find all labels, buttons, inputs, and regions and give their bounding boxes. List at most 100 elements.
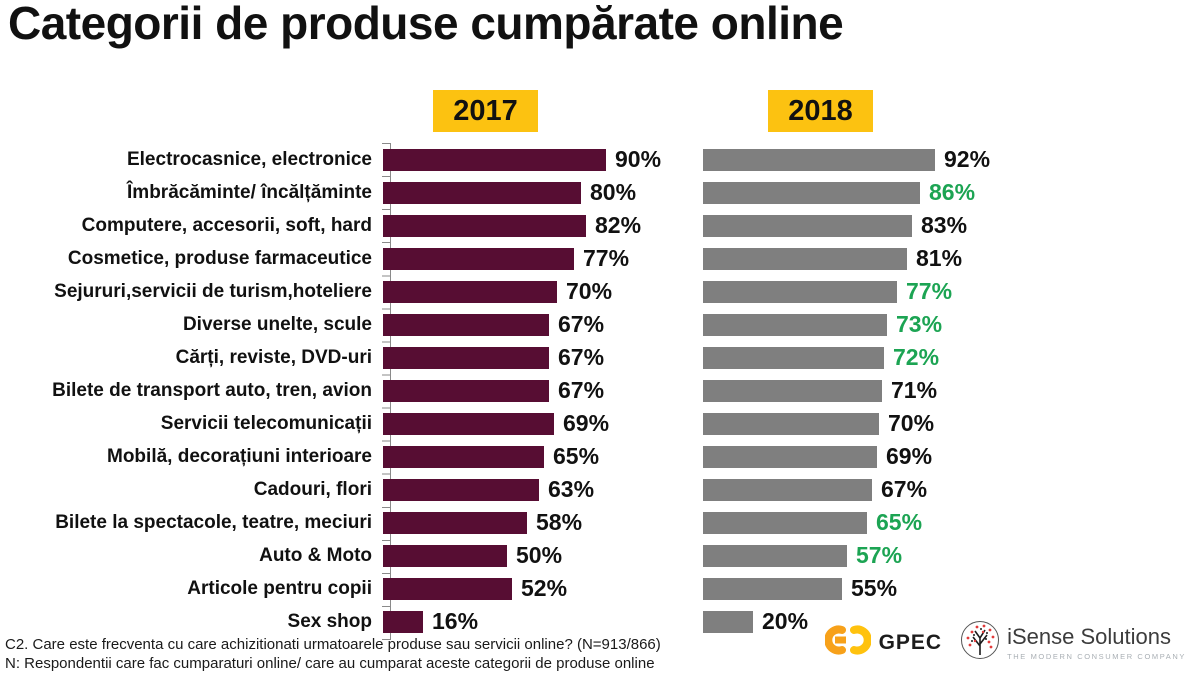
category-label: Computere, accesorii, soft, hard xyxy=(81,214,372,236)
series-2018-cell: 69% xyxy=(703,443,1200,470)
bar-2018 xyxy=(703,610,753,633)
value-2017: 16% xyxy=(432,608,479,634)
value-2018: 65% xyxy=(876,509,923,535)
category-label: Bilete de transport auto, tren, avion xyxy=(52,379,372,401)
category-label: Cosmetice, produse farmaceutice xyxy=(67,247,372,269)
bar-2017 xyxy=(383,346,549,369)
series-2018-cell: 83% xyxy=(703,212,1200,239)
value-2018: 55% xyxy=(851,575,898,601)
bar-2017 xyxy=(383,544,507,567)
bar-2018 xyxy=(703,214,912,237)
category-label: Cărți, reviste, DVD-uri xyxy=(175,346,372,368)
series-2017-cell: 90% xyxy=(383,146,703,173)
bar-2018 xyxy=(703,247,907,270)
bar-2017 xyxy=(383,577,512,600)
bar-2018 xyxy=(703,511,867,534)
series-2018-cell: 86% xyxy=(703,179,1200,206)
bar-2017 xyxy=(383,280,557,303)
series-2018-cell: 65% xyxy=(703,509,1200,536)
bar-2018 xyxy=(703,181,920,204)
value-2018: 86% xyxy=(929,179,976,205)
series-2017-cell: 58% xyxy=(383,509,703,536)
value-2017: 63% xyxy=(548,476,595,502)
isense-label: iSense Solutions xyxy=(1007,624,1171,649)
series-2017-cell: 67% xyxy=(383,377,703,404)
chart-row: Cadouri, flori 63% 67% xyxy=(0,473,1200,506)
category-label: Bilete la spectacole, teatre, meciuri xyxy=(55,511,372,533)
year-badge-2018: 2018 xyxy=(768,90,873,132)
chart-rows: Electrocasnice, electronice 90% 92% Îmbr… xyxy=(0,143,1200,638)
chart-row: Mobilă, decorațiuni interioare 65% 69% xyxy=(0,440,1200,473)
bar-2017 xyxy=(383,148,606,171)
value-2017: 90% xyxy=(615,146,662,172)
gpec-icon xyxy=(823,623,872,662)
bar-2017 xyxy=(383,445,544,468)
category-label: Sejururi,servicii de turism,hoteliere xyxy=(54,280,372,302)
value-2018: 71% xyxy=(891,377,938,403)
bar-2017 xyxy=(383,478,539,501)
category-label: Auto & Moto xyxy=(259,544,372,566)
series-2018-cell: 71% xyxy=(703,377,1200,404)
category-label: Îmbrăcăminte/ încălțăminte xyxy=(127,181,372,203)
value-2018: 83% xyxy=(921,212,968,238)
value-2017: 77% xyxy=(583,245,630,271)
series-2017-cell: 67% xyxy=(383,311,703,338)
page-title: Categorii de produse cumpărate online xyxy=(8,0,844,49)
value-2018: 20% xyxy=(762,608,809,634)
value-2018: 69% xyxy=(886,443,933,469)
bar-2018 xyxy=(703,412,879,435)
chart-row: Cosmetice, produse farmaceutice 77% 81% xyxy=(0,242,1200,275)
value-2017: 67% xyxy=(558,311,605,337)
category-label: Cadouri, flori xyxy=(253,478,372,500)
value-2018: 77% xyxy=(906,278,953,304)
series-2018-cell: 20% xyxy=(703,608,1200,635)
chart-row: Diverse unelte, scule 67% 73% xyxy=(0,308,1200,341)
chart-row: Sejururi,servicii de turism,hoteliere 70… xyxy=(0,275,1200,308)
gpec-label: GPEC xyxy=(878,630,943,654)
series-2018-cell: 77% xyxy=(703,278,1200,305)
value-2017: 65% xyxy=(553,443,600,469)
value-2017: 80% xyxy=(590,179,637,205)
footnote-line-1: C2. Care este frecventa cu care achiziti… xyxy=(5,636,661,653)
series-2018-cell: 57% xyxy=(703,542,1200,569)
value-2017: 82% xyxy=(595,212,642,238)
series-2017-cell: 69% xyxy=(383,410,703,437)
value-2017: 67% xyxy=(558,377,605,403)
series-2018-cell: 72% xyxy=(703,344,1200,371)
series-2017-cell: 67% xyxy=(383,344,703,371)
series-2017-cell: 52% xyxy=(383,575,703,602)
value-2017: 58% xyxy=(536,509,583,535)
year-badge-2017: 2017 xyxy=(433,90,538,132)
bar-2018 xyxy=(703,148,935,171)
bar-2017 xyxy=(383,247,574,270)
series-2018-cell: 92% xyxy=(703,146,1200,173)
category-label: Mobilă, decorațiuni interioare xyxy=(107,445,372,467)
gpec-logo: GPEC xyxy=(823,623,943,662)
value-2017: 52% xyxy=(521,575,568,601)
series-2018-cell: 73% xyxy=(703,311,1200,338)
bar-2018 xyxy=(703,544,847,567)
value-2018: 73% xyxy=(896,311,943,337)
chart-row: Electrocasnice, electronice 90% 92% xyxy=(0,143,1200,176)
value-2017: 67% xyxy=(558,344,605,370)
bar-2018 xyxy=(703,478,872,501)
bar-2018 xyxy=(703,445,877,468)
value-2018: 57% xyxy=(856,542,903,568)
series-2017-cell: 65% xyxy=(383,443,703,470)
bar-2017 xyxy=(383,379,549,402)
footnote: C2. Care este frecventa cu care achiziti… xyxy=(5,636,661,673)
series-2017-cell: 16% xyxy=(383,608,703,635)
bar-2017 xyxy=(383,181,581,204)
value-2018: 70% xyxy=(888,410,935,436)
isense-logo: iSense Solutions THE MODERN CONSUMER COM… xyxy=(960,620,1186,665)
bar-2017 xyxy=(383,610,423,633)
logo-area: GPEC iSense Solutions THE MODERN xyxy=(823,620,1186,665)
footnote-line-2: N: Respondentii care fac cumparaturi onl… xyxy=(5,654,655,672)
bar-2017 xyxy=(383,214,586,237)
chart-row: Cărți, reviste, DVD-uri 67% 72% xyxy=(0,341,1200,374)
bar-2018 xyxy=(703,313,887,336)
value-2018: 67% xyxy=(881,476,928,502)
bar-2018 xyxy=(703,379,882,402)
bar-2017 xyxy=(383,313,549,336)
value-2017: 70% xyxy=(566,278,613,304)
